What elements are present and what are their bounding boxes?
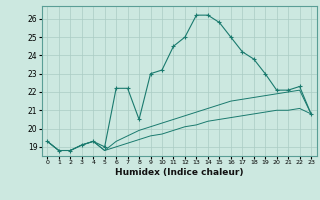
X-axis label: Humidex (Indice chaleur): Humidex (Indice chaleur) (115, 168, 244, 177)
